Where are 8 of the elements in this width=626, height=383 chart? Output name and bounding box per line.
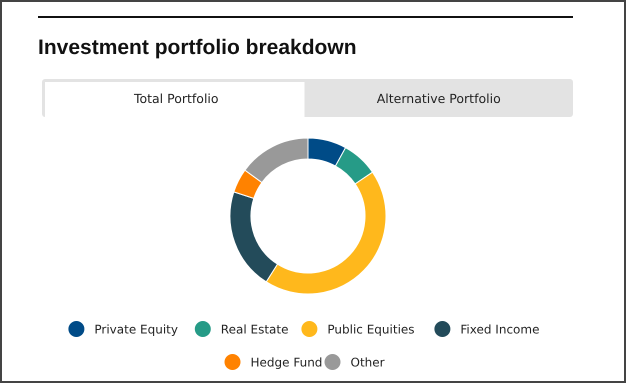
legend-label: Public Equities [327,322,415,336]
legend-label: Private Equity [94,322,178,336]
tabs: Total Portfolio Alternative Portfolio [42,79,573,117]
legend-label: Fixed Income [460,322,540,336]
legend-label: Real Estate [220,322,288,336]
legend-label: Hedge Fund [250,356,322,370]
chart-title: Investment portfolio breakdown [38,36,357,59]
legend-label: Other [350,356,385,370]
